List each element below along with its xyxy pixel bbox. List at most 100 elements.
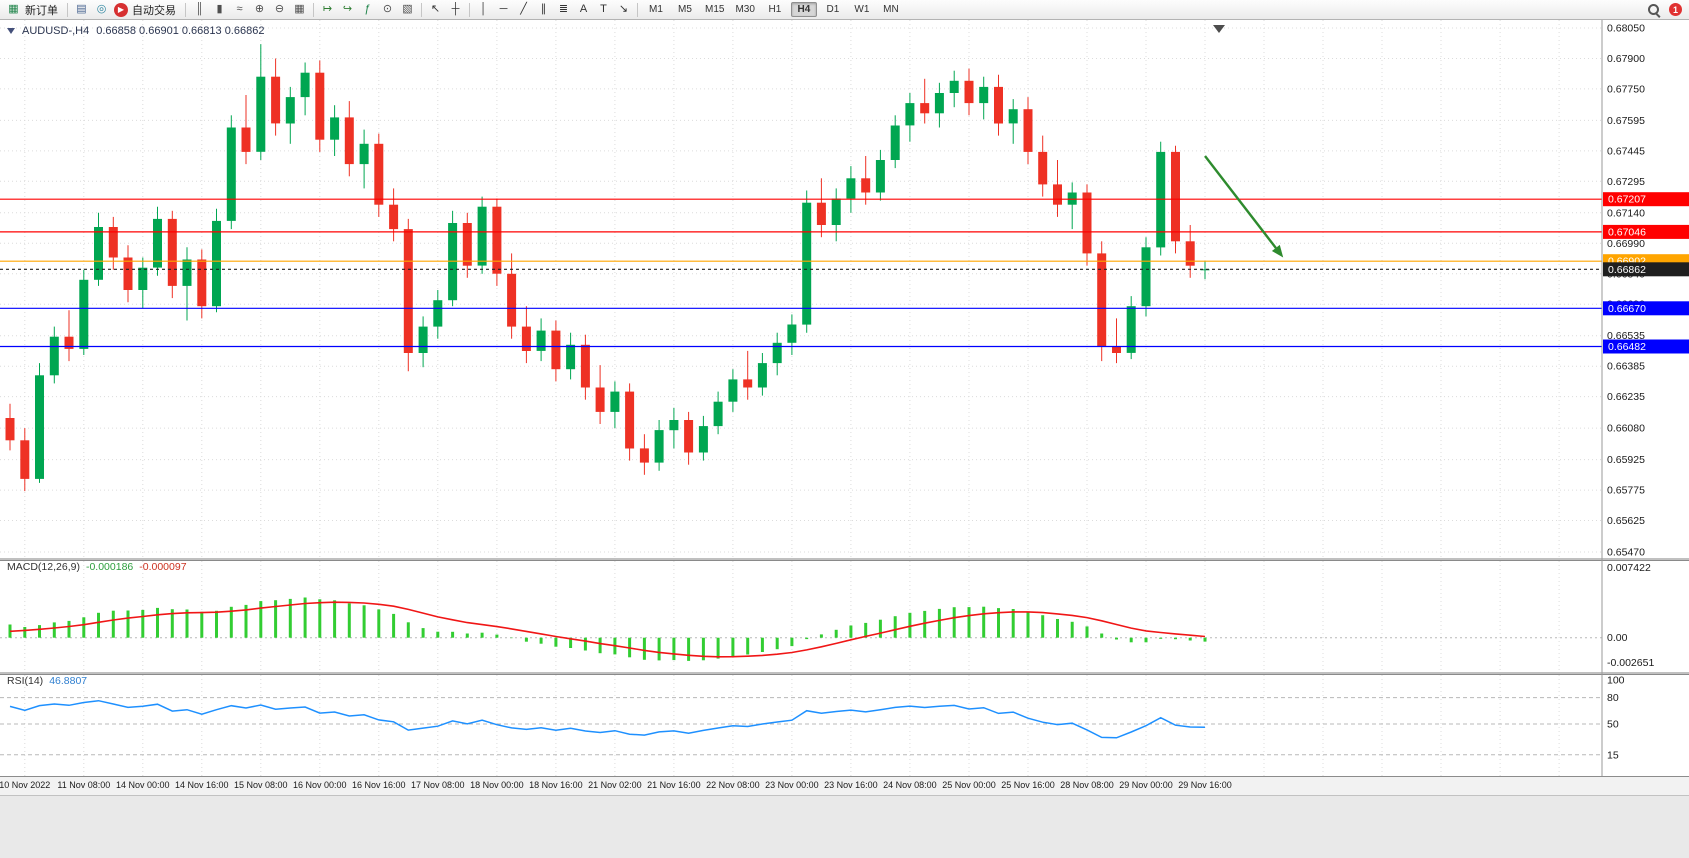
candle-body	[684, 420, 694, 453]
candle-body	[934, 93, 944, 114]
charts-window-icon[interactable]: ▤	[76, 3, 87, 15]
arrows-tool-icon[interactable]: ↘	[618, 3, 629, 15]
candle-body	[212, 220, 221, 307]
macd-panel-canvas[interactable]: 0.007422 0.00 -0.002651	[0, 558, 1689, 672]
auto-scroll-icon[interactable]: ↦	[322, 3, 333, 15]
candle-body	[994, 86, 1003, 124]
text-icon[interactable]: A	[579, 3, 588, 15]
search-icon[interactable]	[1648, 3, 1660, 16]
price-tick-label: 0.66385	[1607, 361, 1645, 373]
cursor-icon[interactable]: ↖	[430, 3, 441, 15]
timeframe-m1-button[interactable]: M1	[649, 4, 663, 15]
fibonacci-icon[interactable]: ≣	[558, 3, 569, 15]
macd-axis-label: -0.002651	[1607, 657, 1654, 669]
timeframe-h4-button[interactable]: H4	[790, 2, 817, 17]
indicators-icon[interactable]: ƒ	[364, 3, 371, 15]
candle-body	[743, 379, 753, 388]
rsi-panel-canvas[interactable]: 100 80 50 15	[0, 672, 1689, 776]
candle-body	[94, 227, 103, 280]
timeframe-w1-button[interactable]: W1	[854, 4, 870, 15]
candle-body	[389, 204, 399, 230]
price-tick-label: 0.67595	[1607, 115, 1645, 127]
zoom-in-icon[interactable]: ⊕	[254, 3, 265, 15]
autotrading-icon[interactable]: ▶	[114, 2, 128, 17]
period-selector-icon[interactable]: ⊙	[382, 3, 393, 15]
price-tick-label: 0.67445	[1607, 145, 1645, 157]
candle-body	[757, 363, 767, 388]
chart-shift-marker-icon[interactable]	[1213, 25, 1225, 33]
price-level-box-label: 0.67207	[1608, 194, 1646, 206]
crosshair-icon[interactable]: ┼	[451, 3, 460, 15]
chart-background[interactable]	[0, 20, 1689, 558]
price-level-box	[1603, 301, 1689, 316]
rsi-name: RSI(14)	[7, 675, 44, 687]
time-label: 25 Nov 16:00	[1001, 780, 1055, 790]
price-level-box-label: 0.66862	[1608, 264, 1646, 276]
macd-value-signal: -0.000097	[139, 561, 187, 573]
candle-body	[979, 86, 989, 104]
notifications-badge[interactable]: 1	[1669, 3, 1682, 16]
panel-splitter[interactable]	[0, 558, 1689, 560]
candle-body	[654, 430, 664, 463]
time-label: 15 Nov 08:00	[234, 780, 288, 790]
panel-splitter[interactable]	[0, 672, 1689, 674]
chart-shift-icon[interactable]: ↪	[342, 3, 353, 15]
rsi-indicator-label: RSI(14) 46.8807	[7, 675, 87, 687]
candle-body	[462, 223, 472, 266]
candle-body	[920, 103, 930, 114]
vertical-line-icon[interactable]: │	[480, 3, 487, 15]
toolbar: ▦ 新订单 ▤ ◎ ▶ 自动交易 ║ ▮ ≈ ⊕ ⊖ ▦ ↦ ↪ ƒ ⊙ ▧ ↖ ┼ │ ─ ╱ ∥ ≣ A T ↘ M1 M5 M15 M…	[0, 0, 1689, 20]
candle-body	[521, 326, 531, 351]
price-level-box-label: 0.66482	[1608, 341, 1646, 353]
text-label-icon[interactable]: T	[600, 3, 607, 15]
trend-arrow-line[interactable]	[1204, 155, 1277, 249]
main-chart-canvas[interactable]: 0.68050 0.67900 0.67750 0.67595 0.67445 0.672…	[0, 20, 1689, 559]
timeframe-d1-button[interactable]: D1	[826, 4, 840, 15]
candle-body	[1126, 306, 1136, 353]
window-bottom-strip	[0, 795, 1689, 858]
candle-body	[861, 178, 871, 193]
price-level-box-label: 0.66670	[1608, 303, 1646, 315]
time-label: 11 Nov 08:00	[57, 780, 111, 790]
candle-body	[625, 391, 635, 449]
timeframe-mn-button[interactable]: MN	[883, 4, 899, 15]
timeframe-m15-button[interactable]: M15	[705, 4, 725, 15]
candle-body	[403, 229, 413, 353]
equidistant-channel-icon[interactable]: ∥	[540, 3, 547, 15]
time-label: 17 Nov 08:00	[411, 780, 465, 790]
new-order-icon[interactable]: ▦	[8, 3, 19, 15]
toolbar-separator	[637, 2, 638, 17]
price-tick-label: 0.67140	[1607, 207, 1645, 219]
rsi-line	[9, 699, 1206, 739]
time-label: 23 Nov 00:00	[765, 780, 819, 790]
price-tick-label: 0.66535	[1607, 330, 1645, 342]
horizontal-line-icon[interactable]: ─	[499, 3, 508, 15]
timeframe-m5-button[interactable]: M5	[678, 4, 692, 15]
chart-symbol-period: AUDUSD-,H4	[22, 25, 90, 37]
candle-body	[890, 125, 900, 160]
trendline-icon[interactable]: ╱	[520, 3, 527, 15]
time-label: 14 Nov 16:00	[175, 780, 229, 790]
zoom-out-icon[interactable]: ⊖	[274, 3, 285, 15]
templates-icon[interactable]: ▧	[402, 3, 413, 15]
tile-windows-icon[interactable]: ▦	[294, 3, 305, 15]
toolbar-separator	[469, 2, 470, 17]
price-tick-label: 0.68050	[1607, 23, 1645, 35]
macd-background[interactable]	[0, 558, 1689, 672]
timeframe-m30-button[interactable]: M30	[735, 4, 755, 15]
candle-body	[905, 103, 915, 126]
market-watch-icon[interactable]: ◎	[96, 3, 107, 15]
candle-body	[728, 379, 738, 402]
bar-chart-mode-icon[interactable]: ║	[195, 3, 204, 15]
candle-body	[1008, 109, 1018, 124]
line-chart-mode-icon[interactable]: ≈	[236, 3, 243, 15]
time-axis[interactable]: 10 Nov 2022 11 Nov 08:00 14 Nov 00:00 14 No…	[0, 776, 1689, 795]
price-level-box	[1603, 262, 1689, 277]
candlestick-mode-icon[interactable]: ▮	[216, 3, 223, 15]
timeframe-h1-button[interactable]: H1	[768, 4, 782, 15]
price-level-box	[1603, 339, 1689, 354]
oneclick-trading-expander-icon[interactable]	[7, 28, 15, 34]
candle-body	[1200, 269, 1210, 271]
macd-axis-label: 0.007422	[1607, 562, 1651, 574]
price-tick-label: 0.65925	[1607, 454, 1645, 466]
